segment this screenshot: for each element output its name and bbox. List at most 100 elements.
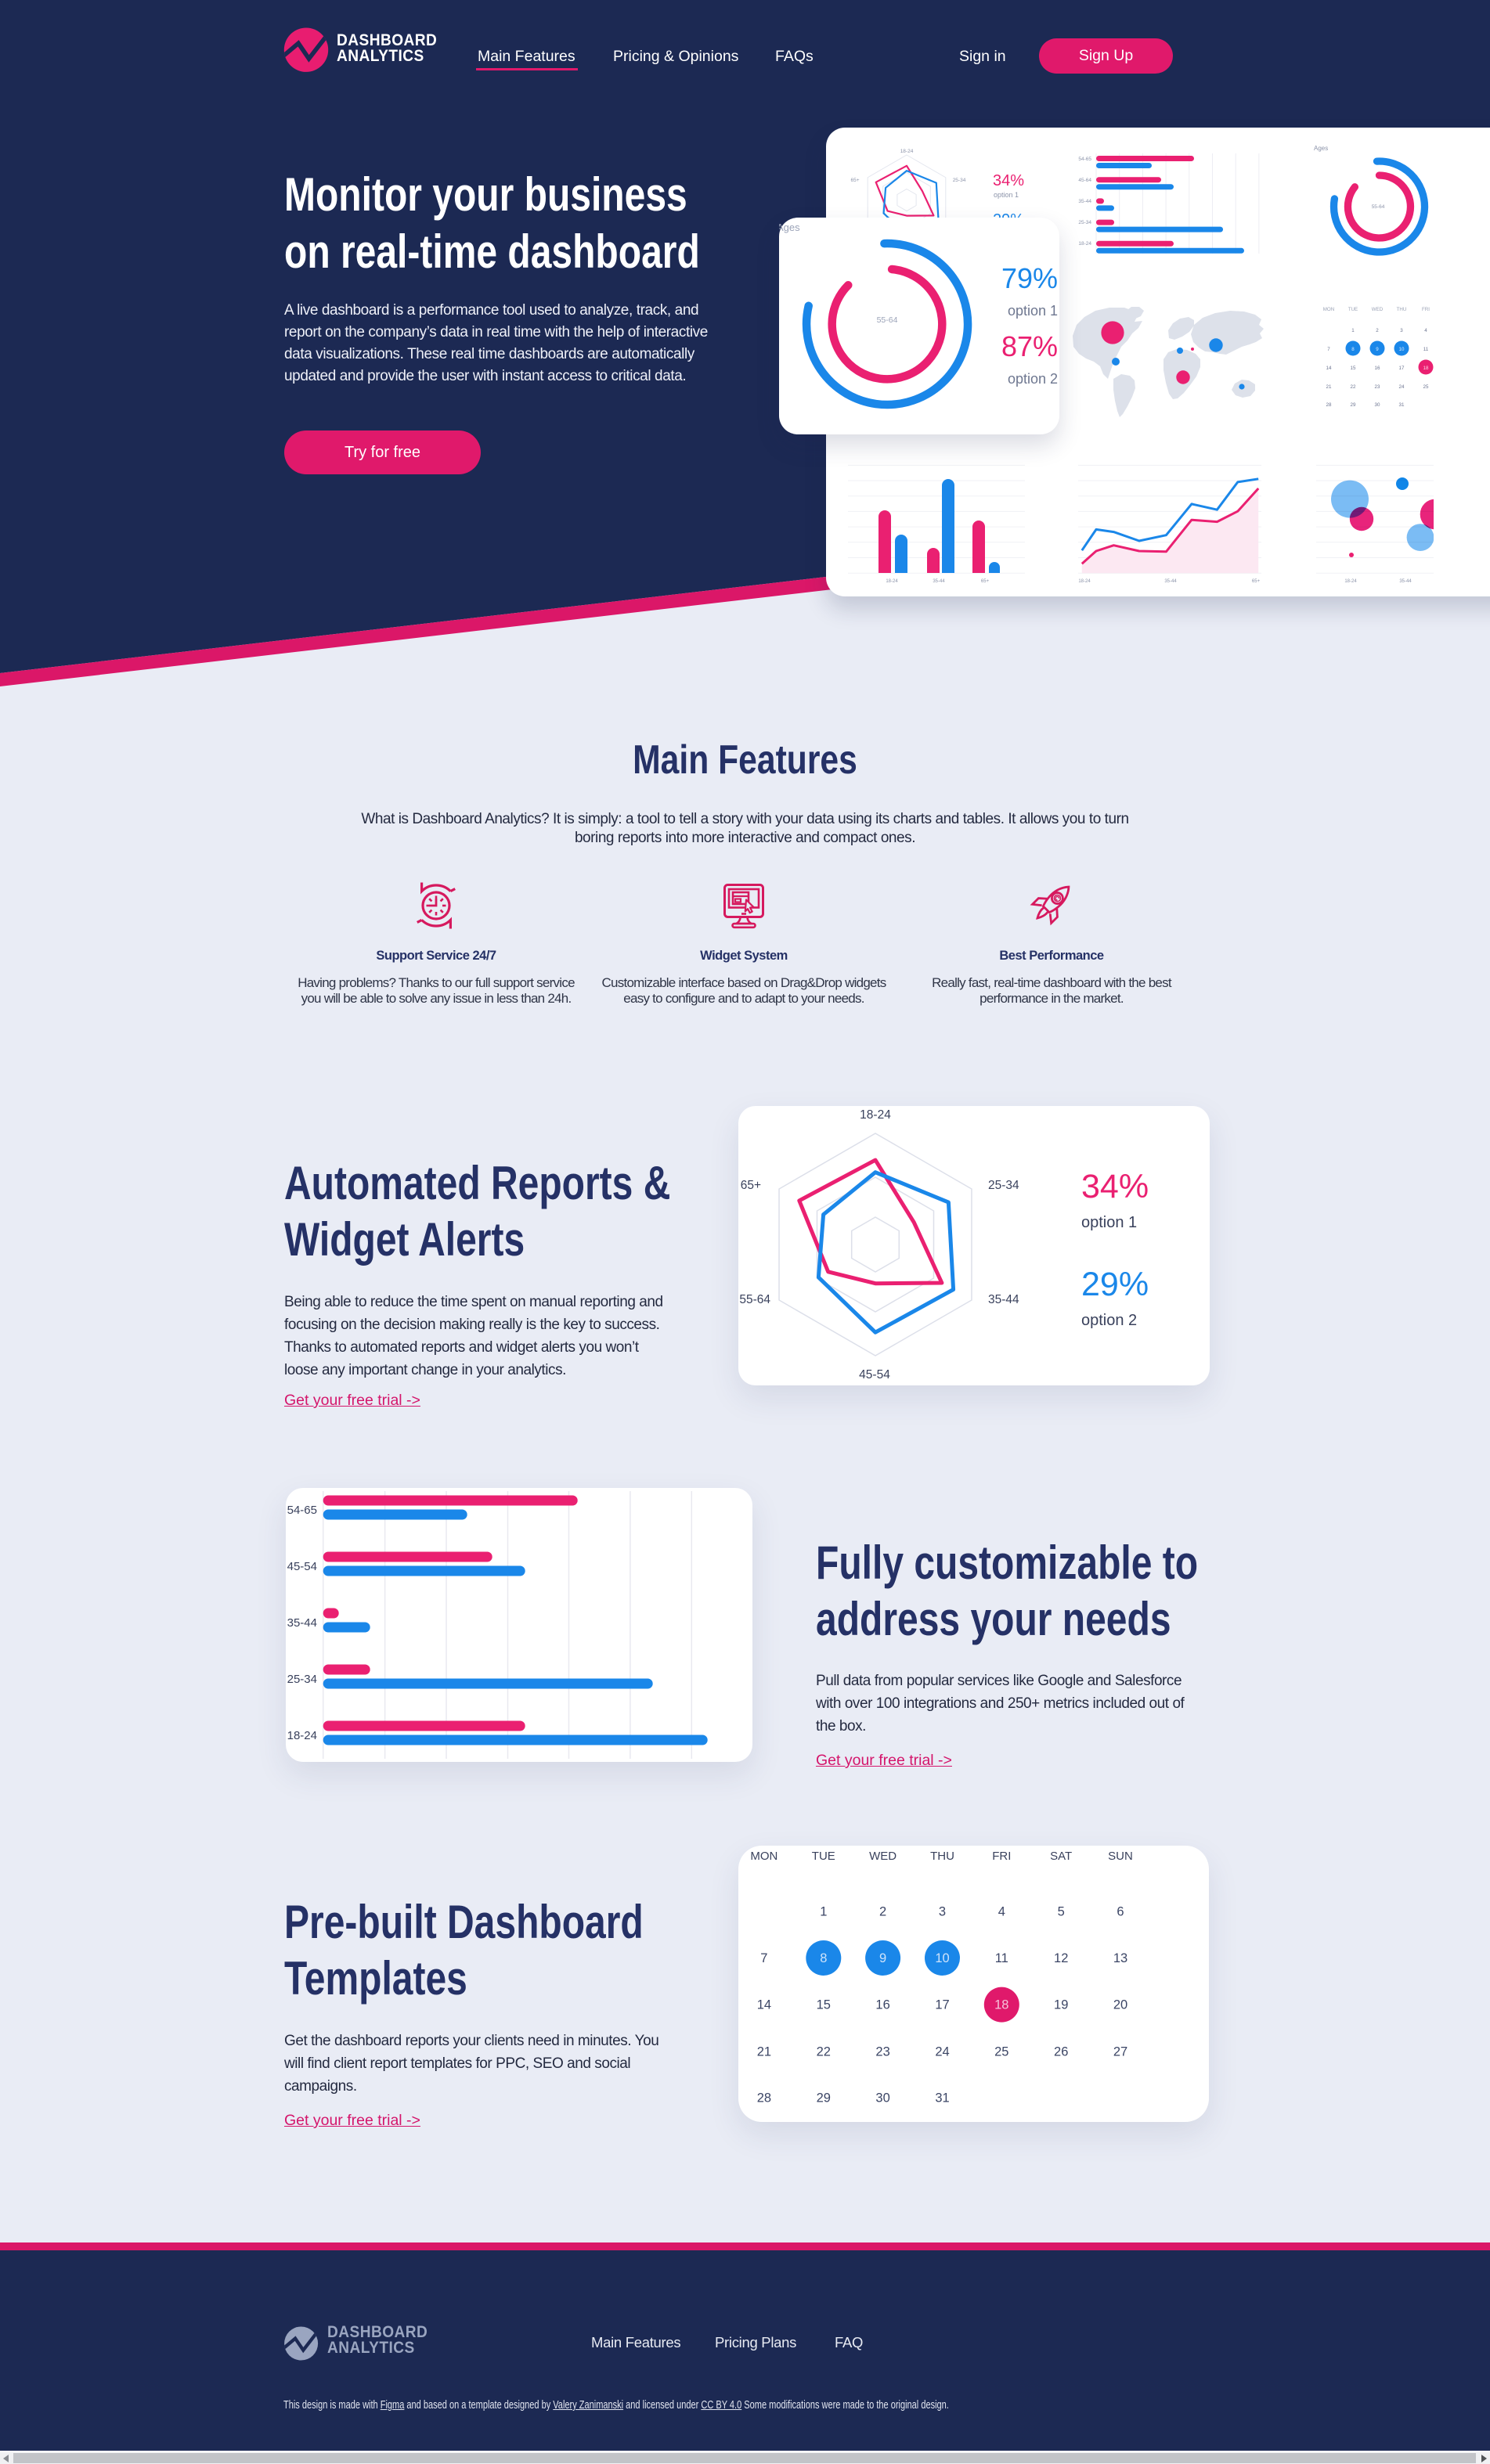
svg-text:21: 21 [757, 2044, 771, 2059]
svg-text:21: 21 [1326, 384, 1332, 390]
svg-text:55-64: 55-64 [877, 315, 898, 325]
svg-text:54-65: 54-65 [287, 1504, 317, 1517]
svg-text:19: 19 [1054, 1998, 1068, 2012]
svg-text:35-44: 35-44 [1078, 199, 1091, 204]
svg-text:9: 9 [879, 1951, 886, 1965]
svg-text:TUE: TUE [812, 1850, 835, 1863]
svg-text:29%: 29% [1081, 1266, 1149, 1303]
svg-text:28: 28 [1326, 402, 1332, 408]
svg-text:55-64: 55-64 [739, 1293, 770, 1306]
svg-text:7: 7 [760, 1951, 767, 1965]
svg-text:35-44: 35-44 [933, 579, 945, 584]
svg-text:65+: 65+ [850, 178, 859, 183]
svg-text:25-34: 25-34 [988, 1179, 1019, 1192]
svg-text:16: 16 [875, 1998, 889, 2012]
svg-text:30: 30 [1375, 402, 1380, 408]
svg-text:TUE: TUE [1348, 307, 1358, 312]
svg-text:35-44: 35-44 [287, 1616, 317, 1630]
svg-text:6: 6 [1117, 1904, 1124, 1918]
svg-text:10: 10 [935, 1951, 949, 1965]
svg-text:5: 5 [1058, 1904, 1065, 1918]
svg-text:18-24: 18-24 [886, 579, 898, 584]
svg-text:35-44: 35-44 [1399, 579, 1412, 584]
svg-text:Ages: Ages [779, 222, 800, 233]
svg-text:25: 25 [1423, 384, 1429, 390]
svg-text:18: 18 [994, 1998, 1008, 2012]
svg-text:18-24: 18-24 [287, 1729, 317, 1742]
svg-text:45-64: 45-64 [1078, 178, 1091, 183]
svg-text:10: 10 [1399, 347, 1405, 352]
svg-text:30: 30 [875, 2091, 889, 2106]
svg-text:8: 8 [820, 1951, 827, 1965]
svg-text:1: 1 [820, 1904, 827, 1918]
svg-text:18: 18 [1423, 366, 1429, 371]
svg-text:FRI: FRI [992, 1850, 1011, 1863]
svg-text:SUN: SUN [1108, 1850, 1133, 1863]
svg-text:SAT: SAT [1445, 307, 1455, 312]
svg-text:MON: MON [750, 1850, 777, 1863]
svg-text:20: 20 [1113, 1998, 1127, 2012]
svg-text:24: 24 [935, 2044, 949, 2059]
svg-text:18-24: 18-24 [1344, 579, 1357, 584]
svg-text:THU: THU [1397, 307, 1407, 312]
svg-text:35-44: 35-44 [988, 1293, 1019, 1306]
svg-text:3: 3 [1400, 328, 1403, 333]
svg-text:18-24: 18-24 [1078, 241, 1091, 247]
svg-text:17: 17 [1399, 366, 1405, 371]
svg-text:Ages: Ages [1314, 145, 1328, 152]
svg-text:7: 7 [1327, 347, 1330, 352]
svg-text:23: 23 [1375, 384, 1380, 390]
svg-text:SAT: SAT [1050, 1850, 1072, 1863]
svg-text:3: 3 [939, 1904, 946, 1918]
svg-text:79%: 79% [1001, 262, 1058, 294]
svg-text:option 1: option 1 [1008, 303, 1058, 319]
svg-text:34%: 34% [1081, 1168, 1149, 1205]
svg-text:25-34: 25-34 [1078, 220, 1091, 225]
svg-text:65+: 65+ [981, 579, 990, 584]
svg-text:2: 2 [1376, 328, 1379, 333]
svg-text:1: 1 [1351, 328, 1355, 333]
svg-text:12: 12 [1054, 1951, 1068, 1965]
svg-text:54-65: 54-65 [1078, 157, 1091, 162]
svg-text:45-54: 45-54 [287, 1560, 317, 1573]
svg-text:14: 14 [757, 1998, 771, 2012]
svg-text:22: 22 [1351, 384, 1356, 390]
svg-text:option 1: option 1 [994, 191, 1019, 199]
svg-text:25-34: 25-34 [953, 178, 966, 183]
svg-text:11: 11 [995, 1951, 1008, 1965]
svg-text:15: 15 [817, 1998, 831, 2012]
svg-text:THU: THU [930, 1850, 954, 1863]
svg-text:MON: MON [1323, 307, 1334, 312]
svg-text:17: 17 [935, 1998, 949, 2012]
svg-text:option 2: option 2 [1008, 371, 1058, 387]
svg-text:16: 16 [1375, 366, 1380, 371]
svg-text:22: 22 [817, 2044, 831, 2059]
svg-text:option 2: option 2 [1081, 1312, 1137, 1329]
svg-text:87%: 87% [1001, 330, 1058, 362]
svg-text:23: 23 [875, 2044, 889, 2059]
svg-text:13: 13 [1113, 1951, 1127, 1965]
svg-text:18-24: 18-24 [860, 1108, 891, 1122]
svg-text:WED: WED [869, 1850, 897, 1863]
svg-text:18-24: 18-24 [1078, 579, 1091, 584]
svg-text:4: 4 [998, 1904, 1005, 1918]
svg-text:29: 29 [817, 2091, 831, 2106]
svg-text:31: 31 [1399, 402, 1405, 408]
svg-text:8: 8 [1351, 347, 1355, 352]
svg-text:9: 9 [1376, 347, 1379, 352]
svg-text:2: 2 [879, 1904, 886, 1918]
svg-text:25-34: 25-34 [287, 1673, 317, 1686]
svg-text:25: 25 [994, 2044, 1008, 2059]
svg-text:24: 24 [1399, 384, 1405, 390]
svg-text:45-54: 45-54 [859, 1368, 890, 1381]
svg-text:29: 29 [1351, 402, 1356, 408]
svg-text:35-44: 35-44 [1164, 579, 1177, 584]
svg-text:65+: 65+ [741, 1179, 761, 1192]
svg-text:15: 15 [1351, 366, 1356, 371]
svg-text:4: 4 [1424, 328, 1427, 333]
svg-text:27: 27 [1113, 2044, 1127, 2059]
svg-text:26: 26 [1054, 2044, 1068, 2059]
svg-text:55-64: 55-64 [1372, 204, 1385, 210]
svg-text:WED: WED [1372, 307, 1384, 312]
svg-text:11: 11 [1423, 347, 1429, 352]
